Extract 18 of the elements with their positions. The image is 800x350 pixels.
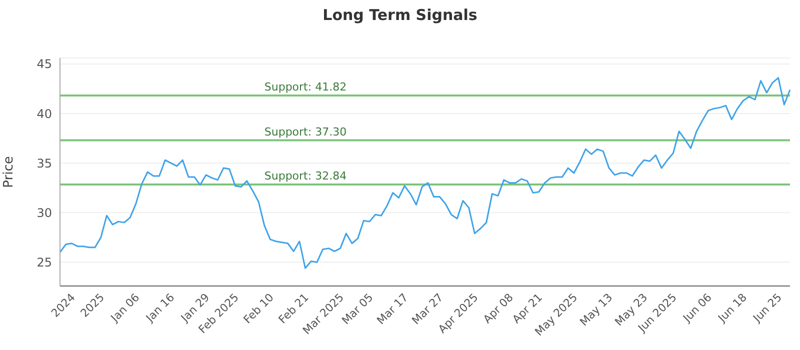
- y-tick-label: 25: [36, 255, 52, 270]
- y-axis-title: Price: [2, 156, 17, 188]
- line-series: [59, 77, 791, 269]
- ref-line-label: Support: 32.84: [264, 169, 347, 182]
- chart-title: Long Term Signals: [322, 6, 478, 24]
- x-tick-label: Mar 17: [374, 290, 411, 328]
- y-tick-label: 45: [36, 57, 52, 72]
- x-tick-label: Feb 10: [241, 290, 276, 326]
- ref-line-label: Support: 41.82: [264, 80, 347, 94]
- x-tick-label: Jun 18: [714, 290, 750, 326]
- x-tick-label: Jan 06: [108, 290, 142, 326]
- x-tick-label: Jun 06: [680, 290, 714, 326]
- x-tick-label: Jan 16: [142, 290, 178, 326]
- y-tick-label: 30: [36, 206, 52, 220]
- y-tick-label: 35: [36, 156, 52, 170]
- ref-line-label: Support: 37.30: [264, 125, 347, 138]
- x-tick-label: Jun 25: [750, 290, 784, 326]
- y-tick-label: 40: [36, 106, 52, 121]
